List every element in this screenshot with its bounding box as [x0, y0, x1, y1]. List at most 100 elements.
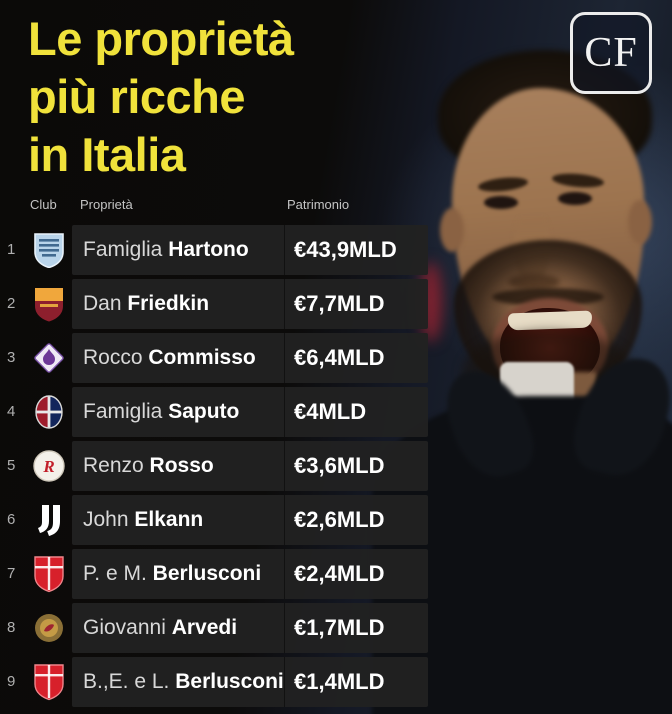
owner-name: John Elkann	[72, 508, 284, 532]
table-row: 9 B.,E. e L. Berlusconi €1,4MLD	[0, 657, 428, 707]
table-row: 1 Famiglia Hartono €43,9MLD	[0, 225, 428, 275]
column-divider	[284, 225, 285, 275]
wealth-value: €4MLD	[294, 399, 367, 424]
owner-name: Famiglia Saputo	[72, 400, 284, 424]
row-panel: Famiglia Hartono €43,9MLD	[72, 225, 428, 275]
owner-last-name: Friedkin	[127, 292, 210, 315]
owner-last-name: Rosso	[149, 454, 214, 477]
owner-last-name: Arvedi	[171, 616, 238, 639]
table-row: 7 P. e M. Berlusconi €2,4MLD	[0, 549, 428, 599]
wealth-value: €3,6MLD	[294, 453, 385, 478]
wealth-value: €6,4MLD	[294, 345, 385, 370]
column-divider	[284, 279, 285, 329]
table-rows: 1 Famiglia Hartono €43,9MLD 2 Dan Friedkin €7…	[0, 225, 428, 707]
owner-last-name: Elkann	[134, 508, 204, 531]
cf-logo: CF	[570, 12, 652, 94]
column-header-owner: Proprietà	[80, 197, 133, 212]
column-divider	[284, 441, 285, 491]
juventus-badge	[26, 495, 72, 545]
photo-mustache	[492, 288, 604, 306]
owner-last-name: Commisso	[148, 346, 256, 369]
wealth-value: €2,6MLD	[294, 507, 385, 532]
rank-label: 1	[7, 241, 16, 258]
svg-text:R: R	[42, 457, 54, 476]
photo-eye-right	[558, 192, 592, 205]
wealth-value: €7,7MLD	[294, 291, 385, 316]
roma-badge	[26, 279, 72, 329]
title-line-1: Le proprietà	[28, 12, 294, 65]
owner-last-name: Berlusconi	[175, 670, 284, 693]
table-row: 5 R Renzo Rosso €3,6MLD	[0, 441, 428, 491]
owner-last-name: Berlusconi	[152, 562, 262, 585]
owner-first-name: Famiglia	[83, 238, 169, 261]
column-header-club: Club	[30, 197, 57, 212]
table-row: 4 Famiglia Saputo €4MLD	[0, 387, 428, 437]
photo-teeth	[507, 310, 593, 331]
column-header-wealth: Patrimonio	[287, 197, 350, 212]
row-panel: John Elkann €2,6MLD	[72, 495, 428, 545]
photo-ear-left	[440, 208, 464, 252]
owner-first-name: Giovanni	[83, 616, 172, 639]
column-divider	[284, 333, 285, 383]
row-panel: P. e M. Berlusconi €2,4MLD	[72, 549, 428, 599]
title-line-3: in Italia	[28, 128, 186, 181]
owner-first-name: P. e M.	[83, 562, 153, 585]
table-row: 2 Dan Friedkin €7,7MLD	[0, 279, 428, 329]
owner-last-name: Hartono	[168, 238, 249, 261]
cf-logo-text: CF	[584, 30, 638, 76]
owner-first-name: Dan	[83, 292, 128, 315]
owner-name: P. e M. Berlusconi	[72, 562, 284, 586]
row-panel: Renzo Rosso €3,6MLD	[72, 441, 428, 491]
owner-last-name: Saputo	[168, 400, 240, 423]
column-divider	[284, 387, 285, 437]
monza-badge	[26, 657, 72, 707]
rank-label: 4	[7, 403, 16, 420]
rank-label: 3	[7, 349, 16, 366]
cremonese-badge	[26, 603, 72, 653]
owner-first-name: Renzo	[83, 454, 150, 477]
photo-eye-left	[484, 196, 518, 209]
column-divider	[284, 549, 285, 599]
page-title: Le proprietà più ricche in Italia	[28, 10, 294, 184]
wealth-value: €2,4MLD	[294, 561, 385, 586]
row-panel: B.,E. e L. Berlusconi €1,4MLD	[72, 657, 428, 707]
owner-first-name: Famiglia	[83, 400, 169, 423]
table-column-headers: Club Proprietà Patrimonio	[0, 197, 430, 213]
como-badge	[26, 225, 72, 275]
rank-label: 6	[7, 511, 16, 528]
wealth-value: €1,4MLD	[294, 669, 385, 694]
owner-name: Rocco Commisso	[72, 346, 284, 370]
photo-ear-right	[628, 200, 652, 244]
wealth-value: €1,7MLD	[294, 615, 385, 640]
row-panel: Rocco Commisso €6,4MLD	[72, 333, 428, 383]
monza-badge	[26, 549, 72, 599]
column-divider	[284, 603, 285, 653]
rank-label: 5	[7, 457, 16, 474]
title-line-2: più ricche	[28, 70, 246, 123]
owner-name: Renzo Rosso	[72, 454, 284, 478]
owner-first-name: Rocco	[83, 346, 149, 369]
row-panel: Giovanni Arvedi €1,7MLD	[72, 603, 428, 653]
owner-name: Dan Friedkin	[72, 292, 284, 316]
row-panel: Dan Friedkin €7,7MLD	[72, 279, 428, 329]
fiorentina-badge	[26, 333, 72, 383]
rank-label: 9	[7, 673, 16, 690]
wealth-value: €43,9MLD	[294, 237, 397, 262]
column-divider	[284, 657, 285, 707]
column-divider	[284, 495, 285, 545]
owner-name: Giovanni Arvedi	[72, 616, 284, 640]
rank-label: 8	[7, 619, 16, 636]
owner-name: B.,E. e L. Berlusconi	[72, 670, 284, 694]
owner-first-name: B.,E. e L.	[83, 670, 176, 693]
row-panel: Famiglia Saputo €4MLD	[72, 387, 428, 437]
owner-name: Famiglia Hartono	[72, 238, 284, 262]
table-row: 6 John Elkann €2,6MLD	[0, 495, 428, 545]
rank-label: 2	[7, 295, 16, 312]
owner-first-name: John	[83, 508, 135, 531]
bologna-badge	[26, 387, 72, 437]
table-row: 8 Giovanni Arvedi €1,7MLD	[0, 603, 428, 653]
vicenza-badge: R	[26, 441, 72, 491]
table-row: 3 Rocco Commisso €6,4MLD	[0, 333, 428, 383]
rank-label: 7	[7, 565, 16, 582]
